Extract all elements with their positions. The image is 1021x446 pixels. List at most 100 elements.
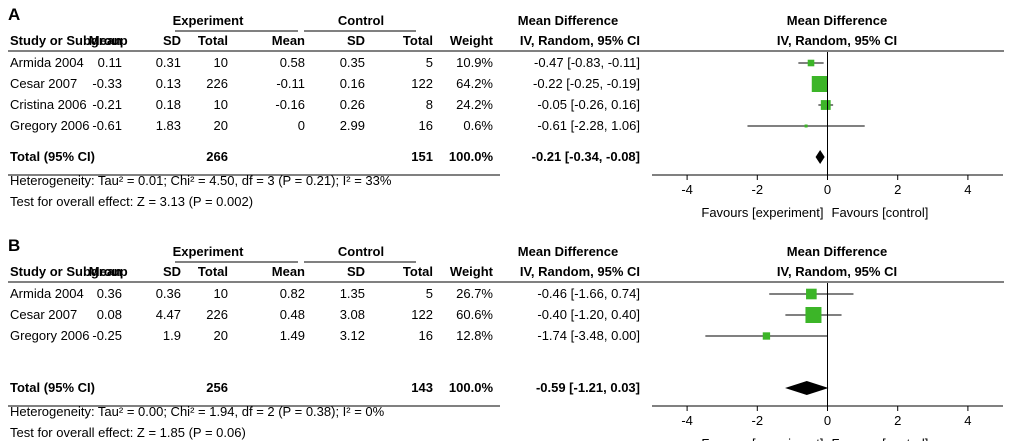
panel-b-row-1-ci: -0.46 [-1.66, 0.74] [537, 286, 640, 301]
panel-b-row-1-square [806, 288, 817, 300]
panel-b-row-2-ci: -0.40 [-1.20, 0.40] [537, 307, 640, 322]
panel-a-header-experiment: Experiment [173, 13, 244, 28]
panel-a-total-weight: 100.0% [449, 149, 494, 164]
panel-b-row-1-exp-total: 10 [214, 286, 228, 301]
panel-a-row-1-ctl-mean: 0.58 [280, 55, 305, 70]
panel-a-row-4-exp-mean: -0.61 [92, 118, 122, 133]
panel-b-row-3-ctl-mean: 1.49 [280, 328, 305, 343]
panel-a-row-1-study: Armida 2004 [10, 55, 84, 70]
panel-a-row-4-weight: 0.6% [463, 118, 493, 133]
panel-a-col-weight: Weight [450, 33, 494, 48]
panel-a-row-2-exp-mean: -0.33 [92, 76, 122, 91]
panel-b-total-weight: 100.0% [449, 380, 494, 395]
panel-a-row-3-ctl-sd: 0.26 [340, 97, 365, 112]
panel-a-row-3-ctl-total: 8 [426, 97, 433, 112]
panel-a-row-1-exp-sd: 0.31 [156, 55, 181, 70]
panel-a-tick-label-3: 2 [894, 182, 901, 197]
panel-a-favours-experiment: Favours [experiment] [701, 205, 823, 220]
panel-a-total-ctl: 151 [411, 149, 433, 164]
panel-a-col-exp-total: Total [198, 33, 228, 48]
panel-a-row-4-ctl-mean: 0 [298, 118, 305, 133]
panel-b-row-2-weight: 60.6% [456, 307, 493, 322]
panel-a-row-4-ctl-sd: 2.99 [340, 118, 365, 133]
panel-b-row-3-ctl-sd: 3.12 [340, 328, 365, 343]
panel-b-col-ctl-total: Total [403, 264, 433, 279]
panel-a-row-2-study: Cesar 2007 [10, 76, 77, 91]
panel-b-label: B [8, 236, 20, 255]
panel-a-row-1-exp-total: 10 [214, 55, 228, 70]
panel-b-col-ci: IV, Random, 95% CI [520, 264, 640, 279]
panel-b-diamond [785, 381, 829, 395]
panel-b-tick-label-2: 0 [824, 413, 831, 428]
panel-b-col-ctl-sd: SD [347, 264, 365, 279]
panel-a-row-2-exp-total: 226 [206, 76, 228, 91]
panel-b-row-2-exp-mean: 0.08 [97, 307, 122, 322]
panel-a-row-3-weight: 24.2% [456, 97, 493, 112]
panel-a-col-ci: IV, Random, 95% CI [520, 33, 640, 48]
panel-b-row-2-ctl-total: 122 [411, 307, 433, 322]
panel-a-col-ctl-mean: Mean [272, 33, 305, 48]
panel-a-favours-control: Favours [control] [832, 205, 929, 220]
panel-b-row-1-exp-mean: 0.36 [97, 286, 122, 301]
panel-a-row-4-exp-total: 20 [214, 118, 228, 133]
panel-a-overall-effect: Test for overall effect: Z = 3.13 (P = 0… [10, 194, 253, 209]
panel-a-header-plot-mean-difference: Mean Difference [787, 13, 887, 28]
panel-b-row-3-ci: -1.74 [-3.48, 0.00] [537, 328, 640, 343]
panel-b-favours-experiment: Favours [experiment] [701, 436, 823, 441]
panel-a-row-1-weight: 10.9% [456, 55, 493, 70]
panel-b-header-control: Control [338, 244, 384, 259]
panel-a-row-2-ctl-total: 122 [411, 76, 433, 91]
panel-b-row-3-weight: 12.8% [456, 328, 493, 343]
panel-a-row-2-ci: -0.22 [-0.25, -0.19] [533, 76, 640, 91]
panel-b-total-exp: 256 [206, 380, 228, 395]
panel-b-row-1-exp-sd: 0.36 [156, 286, 181, 301]
panel-b-col-exp-total: Total [198, 264, 228, 279]
panel-a-col-exp-sd: SD [163, 33, 181, 48]
panel-b-total-ci: -0.59 [-1.21, 0.03] [536, 380, 640, 395]
panel-b-heterogeneity: Heterogeneity: Tau² = 0.00; Chi² = 1.94,… [10, 404, 385, 419]
panel-a-row-3-exp-total: 10 [214, 97, 228, 112]
panel-a-row-1-ci: -0.47 [-0.83, -0.11] [534, 55, 640, 70]
panel-a-tick-label-2: 0 [824, 182, 831, 197]
panel-b-total-ctl: 143 [411, 380, 433, 395]
panel-a-col-ctl-total: Total [403, 33, 433, 48]
panel-a-row-4-exp-sd: 1.83 [156, 118, 181, 133]
panel-a-row-3-ctl-mean: -0.16 [275, 97, 305, 112]
panel-b-row-2-square [805, 307, 822, 323]
panel-a-row-1-ctl-total: 5 [426, 55, 433, 70]
panel-a-row-4-square [804, 124, 808, 128]
panel-b-tick-label-0: -4 [681, 413, 693, 428]
panel-b-col-weight: Weight [450, 264, 494, 279]
panel-b-row-3-study: Gregory 2006 [10, 328, 90, 343]
panel-a-row-1-ctl-sd: 0.35 [340, 55, 365, 70]
panel-a-row-4-ctl-total: 16 [419, 118, 433, 133]
panel-a-tick-label-4: 4 [964, 182, 971, 197]
panel-a-row-2-weight: 64.2% [456, 76, 493, 91]
panel-b-favours-control: Favours [control] [832, 436, 929, 441]
panel-a-total-label: Total (95% CI) [10, 149, 95, 164]
panel-b-row-1-weight: 26.7% [456, 286, 493, 301]
panel-b-tick-label-4: 4 [964, 413, 971, 428]
panel-a-row-3-study: Cristina 2006 [10, 97, 87, 112]
panel-b-total-label: Total (95% CI) [10, 380, 95, 395]
panel-a-row-2-ctl-mean: -0.11 [276, 76, 305, 91]
panel-b-row-1-ctl-total: 5 [426, 286, 433, 301]
panel-b-row-3-square [762, 332, 771, 340]
panel-b-row-3-exp-mean: -0.25 [92, 328, 122, 343]
panel-b-row-1-ctl-sd: 1.35 [340, 286, 365, 301]
panel-b-col-plot-method: IV, Random, 95% CI [777, 264, 897, 279]
panel-b-tick-label-3: 2 [894, 413, 901, 428]
panel-a-row-3-ci: -0.05 [-0.26, 0.16] [537, 97, 640, 112]
panel-b-row-2-ctl-mean: 0.48 [280, 307, 305, 322]
panel-a-tick-label-1: -2 [752, 182, 764, 197]
panel-b-row-2-study: Cesar 2007 [10, 307, 77, 322]
panel-b-col-study: Study or Subgroup [10, 264, 128, 279]
panel-a-row-2-exp-sd: 0.13 [156, 76, 181, 91]
panel-a-row-4-study: Gregory 2006 [10, 118, 90, 133]
panel-b-header-experiment: Experiment [173, 244, 244, 259]
panel-b-tick-label-1: -2 [752, 413, 764, 428]
panel-a-label: A [8, 5, 20, 24]
panel-a-col-ctl-sd: SD [347, 33, 365, 48]
panel-a-col-exp-mean: Mean [89, 33, 122, 48]
panel-a-col-plot-method: IV, Random, 95% CI [777, 33, 897, 48]
